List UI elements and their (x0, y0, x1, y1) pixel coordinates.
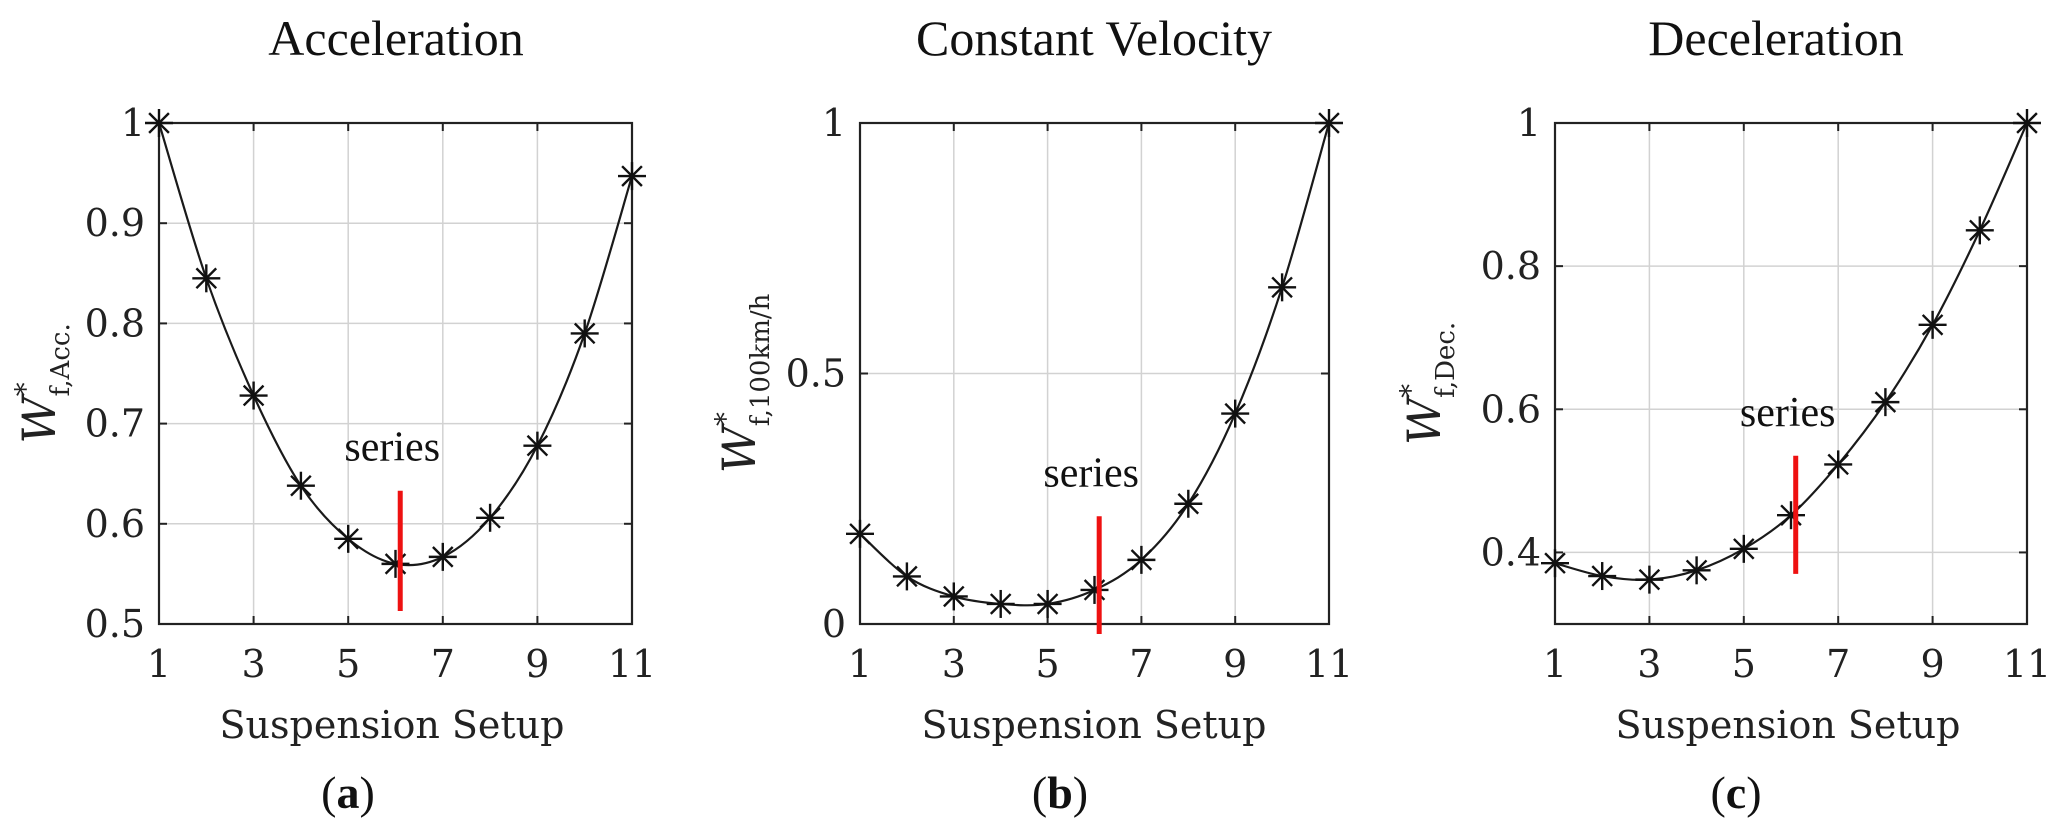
x-axis-label: Suspension Setup (220, 703, 565, 747)
data-point (1918, 310, 1947, 339)
y-tick-label: 0.5 (786, 352, 846, 396)
panel-caption: (b) (1032, 767, 1088, 818)
x-tick-label: 1 (1543, 642, 1567, 686)
y-axis-label-main: W (1397, 394, 1451, 445)
y-tick-label: 0.6 (85, 502, 145, 546)
x-tick-label: 1 (147, 642, 171, 686)
data-point (239, 381, 268, 410)
y-axis-label-sup: * (9, 382, 42, 396)
y-tick-label: 0.8 (1481, 244, 1541, 288)
data-point (939, 582, 968, 611)
data-point (334, 524, 363, 553)
series-annotation: series (344, 425, 440, 471)
y-tick-label: 0 (822, 602, 846, 646)
y-tick-label: 0.6 (1481, 387, 1541, 431)
chart-title: Constant Velocity (916, 10, 1272, 66)
plot-frame (157, 121, 634, 626)
x-tick-label: 3 (1637, 642, 1661, 686)
panel-caption: (c) (1710, 767, 1761, 818)
y-tick-label: 0.4 (1481, 530, 1541, 574)
x-tick-label: 1 (848, 642, 872, 686)
x-tick-label: 5 (336, 642, 360, 686)
y-axis-label-sub: f,Dec. (1431, 322, 1461, 398)
data-point (1315, 109, 1343, 137)
x-tick-label: 7 (1129, 642, 1153, 686)
data-point (476, 503, 505, 532)
data-point (846, 519, 874, 548)
plot-frame (1553, 121, 2029, 626)
data-point (381, 549, 410, 578)
data-point (1174, 489, 1203, 518)
data-point (523, 431, 552, 460)
x-axis-label: Suspension Setup (1616, 703, 1961, 747)
data-point (618, 162, 646, 191)
x-tick-label: 11 (1305, 642, 1353, 686)
data-point (1824, 450, 1853, 479)
x-axis-label: Suspension Setup (922, 703, 1267, 747)
data-point (1729, 534, 1758, 563)
data-point (1635, 565, 1664, 594)
x-tick-label: 5 (1036, 642, 1060, 686)
x-tick-label: 3 (242, 642, 266, 686)
x-tick-label: 9 (1921, 642, 1945, 686)
x-tick-label: 7 (1826, 642, 1850, 686)
data-point (1268, 273, 1297, 302)
data-point (1682, 556, 1711, 585)
x-tick-label: 7 (431, 642, 455, 686)
x-tick-label: 9 (1223, 642, 1247, 686)
data-point (570, 319, 599, 348)
data-point (986, 589, 1015, 618)
y-tick-label: 1 (822, 101, 846, 145)
y-axis-label-sub: f,100km/h (746, 293, 776, 426)
chart-panel-0: Acceleration 1 3 5 7 9 11 0.5 0.6 0.7 0.8 0.9 1 Suspe… (9, 10, 656, 818)
data-point (286, 471, 315, 500)
data-point (1777, 501, 1805, 530)
data-point (1127, 545, 1156, 574)
data-point (145, 109, 173, 137)
data-point (892, 562, 921, 591)
x-tick-label: 3 (942, 642, 966, 686)
data-point (1588, 562, 1617, 591)
y-axis-label: W* f,Acc. (9, 323, 76, 443)
data-point (428, 542, 457, 571)
y-tick-label: 1 (121, 101, 145, 145)
y-tick-label: 0.7 (85, 402, 145, 446)
y-axis-label: W* f,Dec. (1394, 322, 1461, 445)
data-point (1541, 549, 1569, 578)
y-axis-label-sup: * (1394, 384, 1427, 398)
y-axis-label-sub: f,Acc. (46, 323, 76, 396)
y-axis-label-main: W (712, 422, 766, 473)
data-point (1033, 589, 1062, 618)
y-tick-label: 0.5 (85, 602, 145, 646)
x-tick-label: 11 (2003, 642, 2051, 686)
chart-panel-2: Deceleration 1 3 5 7 9 11 0.4 0.6 0.8 1 Suspension … (1394, 10, 2051, 818)
x-tick-label: 11 (608, 642, 656, 686)
data-point (2013, 109, 2041, 137)
data-point (1080, 575, 1109, 604)
y-tick-label: 1 (1517, 101, 1541, 145)
panel-caption: (a) (321, 767, 375, 818)
chart-title: Deceleration (1648, 10, 1903, 66)
x-tick-label: 9 (525, 642, 549, 686)
series-annotation: series (1740, 390, 1836, 436)
chart-title: Acceleration (268, 10, 523, 66)
chart-panel-1: Constant Velocity 1 3 5 7 9 11 0 0.5 1 Suspension … (709, 10, 1353, 818)
y-tick-label: 0.9 (85, 201, 145, 245)
data-point (1871, 388, 1900, 417)
series-line (859, 122, 1331, 607)
y-axis-label: W* f,100km/h (709, 293, 776, 473)
series-line (157, 122, 634, 567)
data-point (1221, 399, 1250, 428)
series-annotation: series (1043, 450, 1139, 496)
y-axis-label-main: W (12, 393, 66, 444)
y-axis-label-sup: * (709, 412, 742, 426)
data-point (1965, 216, 1994, 245)
y-tick-label: 0.8 (85, 301, 145, 345)
x-tick-label: 5 (1732, 642, 1756, 686)
data-point (192, 264, 221, 293)
